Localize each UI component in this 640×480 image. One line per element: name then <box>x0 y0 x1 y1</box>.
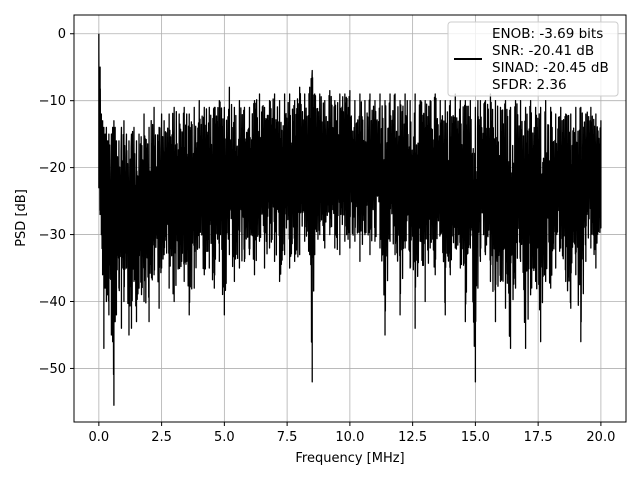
legend-box <box>447 21 619 97</box>
y-tick-label: −30 <box>39 228 66 243</box>
legend: ENOB: -3.69 bits SNR: -20.41 dB SINAD: -… <box>447 21 619 97</box>
y-tick-label: −20 <box>39 161 66 176</box>
x-tick-label: 10.0 <box>335 430 364 445</box>
x-tick-label: 0.0 <box>89 430 110 445</box>
y-tick-label: −40 <box>39 295 66 310</box>
x-tick-label: 5.0 <box>214 430 235 445</box>
legend-line-enob: ENOB: -3.69 bits <box>492 26 603 42</box>
y-tick-label: −50 <box>39 362 66 377</box>
y-axis-label: PSD [dB] <box>14 189 29 247</box>
plot-area <box>98 33 602 406</box>
y-tick-label: −10 <box>39 94 66 109</box>
x-axis-ticks: 0.0 2.5 5.0 7.5 10.0 12.5 15.0 17.5 20.0 <box>89 422 615 445</box>
legend-line-sinad: SINAD: -20.45 dB <box>492 60 609 76</box>
x-tick-label: 20.0 <box>586 430 615 445</box>
y-tick-label: 0 <box>58 27 66 42</box>
x-tick-label: 2.5 <box>151 430 172 445</box>
x-tick-label: 12.5 <box>398 430 427 445</box>
x-tick-label: 7.5 <box>277 430 298 445</box>
x-axis-label: Frequency [MHz] <box>295 451 404 466</box>
legend-line-snr: SNR: -20.41 dB <box>492 43 594 59</box>
psd-series-line <box>98 33 602 406</box>
y-axis-ticks: 0 −10 −20 −30 −40 −50 <box>39 27 74 377</box>
x-tick-label: 15.0 <box>461 430 490 445</box>
x-tick-label: 17.5 <box>524 430 553 445</box>
legend-line-sfdr: SFDR: 2.36 <box>492 77 567 93</box>
